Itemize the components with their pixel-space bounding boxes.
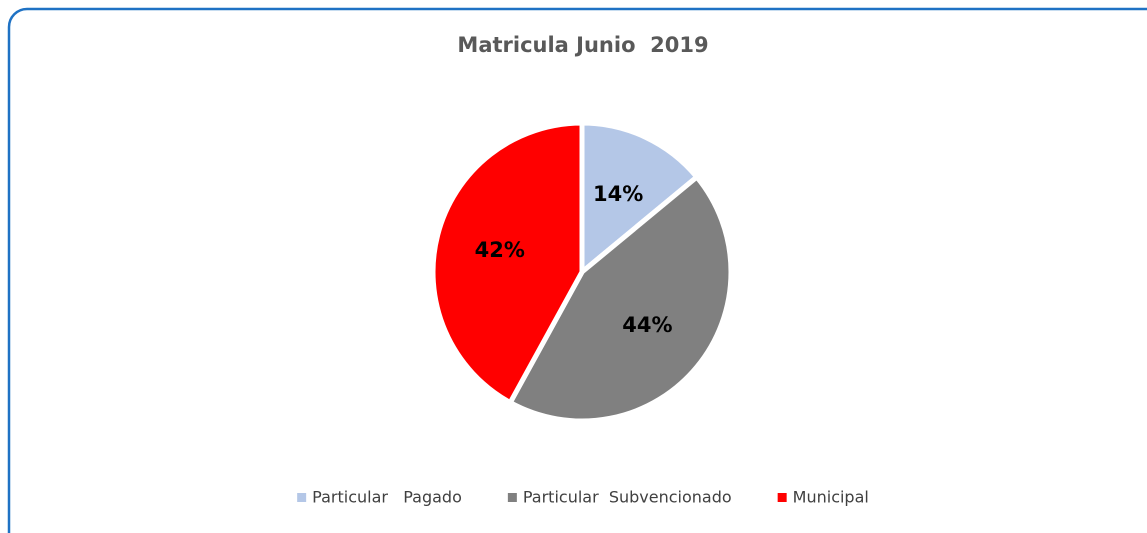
legend-label: Municipal [793,488,869,507]
legend: Particular Pagado Particular Subvencionad… [297,488,869,507]
pie-slice [579,120,701,278]
chart-title: Matricula Junio 2019 [457,33,708,57]
legend-label: Particular Pagado [312,488,462,507]
data-label: 42% [475,238,525,262]
data-label: 14% [593,182,643,206]
pie-slice [506,173,734,424]
legend-swatch [777,493,787,502]
pie-slice [430,120,585,406]
pie: 14% 44% 42% [430,120,734,424]
legend-label: Particular Subvencionado [523,488,732,507]
data-label: 44% [622,313,672,337]
legend-swatch [507,493,517,502]
legend-swatch [297,493,307,502]
